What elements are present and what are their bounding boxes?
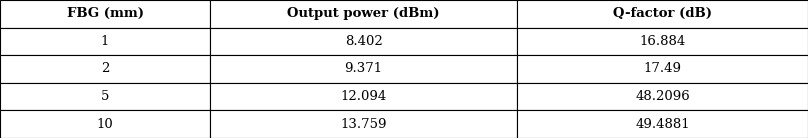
Text: 17.49: 17.49 — [643, 63, 682, 75]
Bar — [210, 83, 517, 110]
Text: 9.371: 9.371 — [344, 63, 383, 75]
Text: 12.094: 12.094 — [340, 90, 387, 103]
Bar — [517, 28, 808, 55]
Text: 2: 2 — [101, 63, 109, 75]
Bar — [210, 110, 517, 138]
Bar — [517, 83, 808, 110]
Bar — [517, 55, 808, 83]
Bar — [0, 83, 210, 110]
Bar — [0, 110, 210, 138]
Text: Q-factor (dB): Q-factor (dB) — [613, 7, 712, 20]
Text: 8.402: 8.402 — [345, 35, 382, 48]
Bar — [210, 55, 517, 83]
Bar — [210, 0, 517, 28]
Text: 16.884: 16.884 — [639, 35, 686, 48]
Bar — [0, 0, 210, 28]
Bar — [0, 28, 210, 55]
Text: 1: 1 — [101, 35, 109, 48]
Text: 13.759: 13.759 — [340, 118, 387, 131]
Bar — [517, 110, 808, 138]
Bar — [210, 28, 517, 55]
Text: 48.2096: 48.2096 — [635, 90, 690, 103]
Text: 5: 5 — [101, 90, 109, 103]
Text: FBG (mm): FBG (mm) — [66, 7, 144, 20]
Text: Output power (dBm): Output power (dBm) — [288, 7, 440, 20]
Bar — [517, 0, 808, 28]
Bar — [0, 55, 210, 83]
Text: 49.4881: 49.4881 — [635, 118, 690, 131]
Text: 10: 10 — [97, 118, 113, 131]
